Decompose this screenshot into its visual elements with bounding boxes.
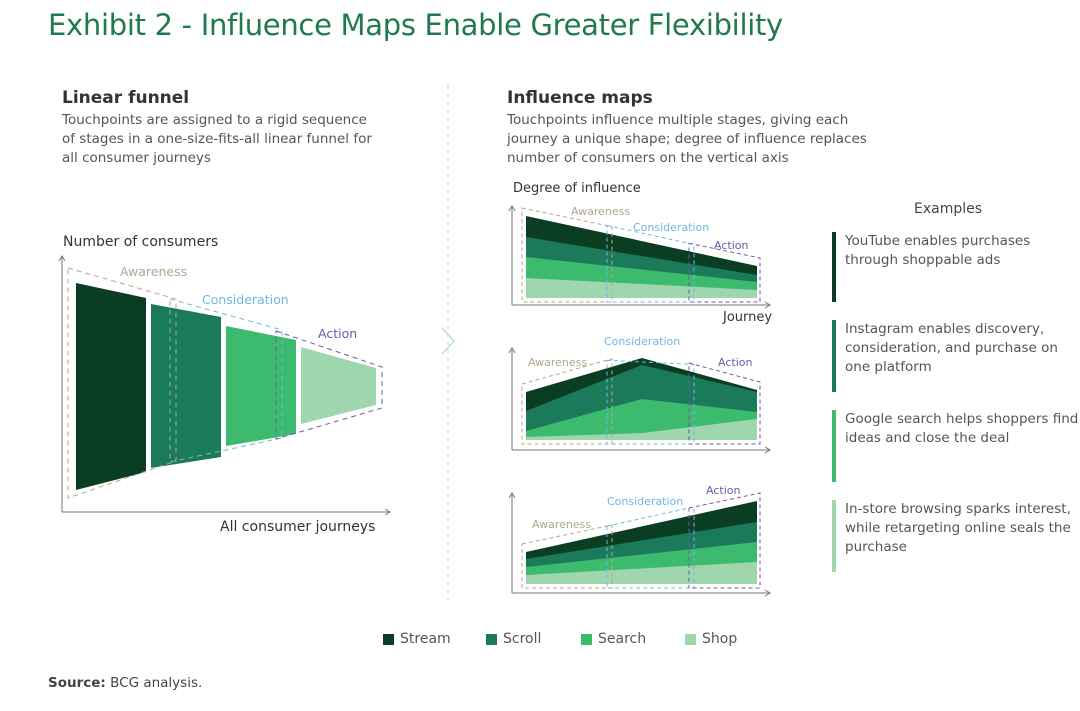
- influence-maps-desc: Touchpoints influence multiple stages, g…: [507, 112, 867, 166]
- map-3-consideration-label: Consideration: [607, 495, 683, 508]
- linear-funnel-title: Linear funnel: [62, 88, 190, 108]
- legend-swatch: [685, 633, 696, 645]
- map-2-action-label: Action: [718, 356, 752, 369]
- examples-title: Examples: [914, 201, 983, 217]
- map-x-label: Journey: [723, 310, 773, 325]
- influence-maps-title: Influence maps: [507, 88, 653, 108]
- map-1-awareness-label: Awareness: [571, 205, 630, 218]
- linear-funnel-desc: Touchpoints are assigned to a rigid sequ…: [62, 112, 372, 166]
- map-2-layer-shop: [526, 419, 757, 440]
- awareness-outline: [67, 267, 177, 499]
- example-youtube: YouTube enables purchases through shoppa…: [832, 232, 1080, 302]
- example-google: Google search helps shoppers find ideas …: [832, 410, 1080, 482]
- funnel-bar-scroll: [151, 304, 221, 468]
- legend-swatch: [383, 633, 394, 645]
- linear-funnel: Awareness Consideration Action: [58, 255, 391, 516]
- funnel-bar-stream: [76, 283, 146, 490]
- map-3-action-label: Action: [706, 484, 740, 497]
- map-1-consideration-outline: [606, 224, 695, 303]
- legend-swatch: [581, 633, 592, 645]
- map-2-consideration-outline: [606, 359, 695, 445]
- example-instore: In-store browsing sparks interest, while…: [832, 500, 1080, 572]
- funnel-bar-shop: [301, 347, 376, 424]
- map-2-action-outline: [688, 362, 761, 445]
- map-3-layer-shop: [526, 562, 757, 584]
- chevron-right-icon: [441, 327, 456, 355]
- awareness-label: Awareness: [120, 264, 187, 279]
- legend-shop: Shop: [685, 631, 737, 647]
- map-y-label: Degree of influence: [513, 181, 641, 196]
- legend-search: Search: [581, 631, 646, 647]
- map-1-awareness-outline: [521, 207, 613, 303]
- map-1-layer-shop: [526, 278, 757, 298]
- map-2-awareness-label: Awareness: [528, 356, 587, 369]
- legend-stream: Stream: [383, 631, 451, 647]
- funnel-bar-search: [226, 326, 296, 446]
- legend-swatch: [486, 633, 497, 645]
- funnel-x-label: All consumer journeys: [220, 519, 376, 535]
- action-outline: [275, 330, 383, 440]
- example-instagram: Instagram enables discovery, considerati…: [832, 320, 1080, 392]
- map-3-awareness-label: Awareness: [532, 518, 591, 531]
- map-1-action-label: Action: [714, 239, 748, 252]
- funnel-y-label: Number of consumers: [63, 234, 219, 250]
- consideration-label: Consideration: [202, 292, 289, 307]
- map-1-consideration-label: Consideration: [633, 221, 709, 234]
- legend-scroll: Scroll: [486, 631, 541, 647]
- map-2-consideration-label: Consideration: [604, 335, 680, 348]
- action-label: Action: [318, 326, 357, 341]
- source-note: Source: BCG analysis.: [48, 675, 203, 691]
- page-title: Exhibit 2 - Influence Maps Enable Greate…: [48, 8, 783, 42]
